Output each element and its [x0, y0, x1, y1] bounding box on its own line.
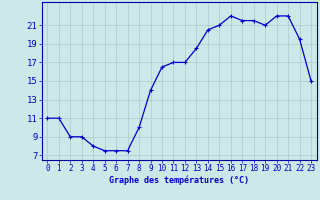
X-axis label: Graphe des températures (°C): Graphe des températures (°C)	[109, 176, 249, 185]
